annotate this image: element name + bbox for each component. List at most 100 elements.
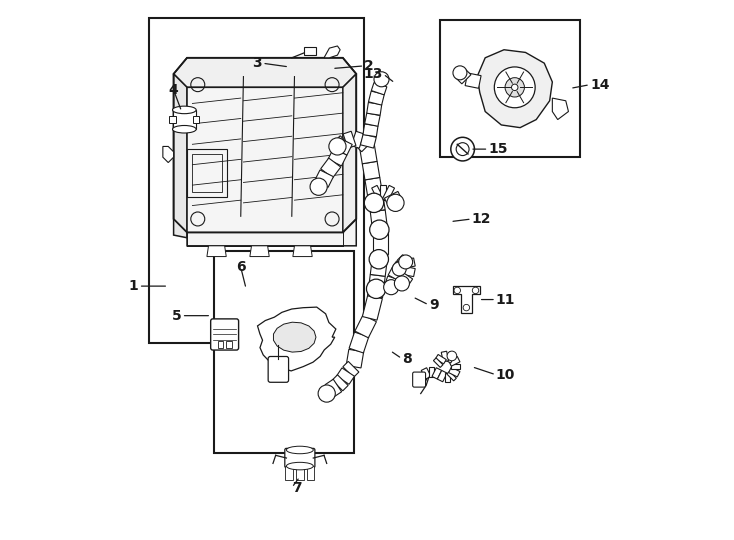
Circle shape [384, 280, 399, 295]
Circle shape [447, 351, 457, 361]
Polygon shape [367, 103, 382, 115]
Polygon shape [388, 267, 404, 281]
Circle shape [472, 287, 479, 294]
Polygon shape [328, 148, 347, 166]
Polygon shape [416, 373, 428, 382]
Bar [296, 466, 304, 480]
Bar [440, 20, 581, 157]
Text: 15: 15 [488, 142, 508, 156]
Polygon shape [457, 69, 471, 84]
Bar [226, 341, 232, 348]
Polygon shape [365, 178, 382, 196]
Text: 13: 13 [364, 67, 383, 81]
Polygon shape [163, 146, 174, 163]
Polygon shape [343, 361, 359, 377]
Polygon shape [335, 136, 351, 152]
Circle shape [392, 262, 406, 276]
Polygon shape [363, 161, 379, 180]
Polygon shape [477, 50, 553, 127]
Polygon shape [448, 356, 460, 366]
Bar [214, 251, 354, 453]
Polygon shape [207, 246, 226, 256]
Polygon shape [337, 368, 355, 384]
Bar [187, 149, 228, 198]
Text: 1: 1 [129, 279, 139, 293]
Circle shape [364, 193, 384, 213]
Bar [307, 466, 314, 480]
Circle shape [366, 279, 386, 299]
Circle shape [512, 84, 518, 91]
Polygon shape [315, 170, 333, 187]
Polygon shape [433, 358, 443, 367]
Polygon shape [343, 131, 356, 148]
Polygon shape [368, 91, 385, 105]
Polygon shape [360, 134, 377, 148]
Polygon shape [451, 364, 460, 369]
Polygon shape [429, 367, 434, 377]
Circle shape [463, 305, 470, 311]
Polygon shape [421, 368, 431, 379]
Polygon shape [437, 370, 447, 382]
Polygon shape [432, 368, 442, 379]
Polygon shape [356, 136, 372, 152]
Text: 6: 6 [236, 260, 246, 274]
Polygon shape [371, 83, 387, 95]
Polygon shape [445, 373, 450, 382]
Ellipse shape [172, 106, 196, 113]
Bar [192, 154, 222, 192]
Polygon shape [321, 158, 341, 178]
Polygon shape [441, 351, 448, 362]
Polygon shape [553, 98, 568, 119]
Circle shape [394, 276, 410, 291]
Polygon shape [370, 253, 388, 276]
Polygon shape [380, 185, 386, 200]
Polygon shape [435, 354, 446, 364]
Polygon shape [447, 372, 457, 381]
Ellipse shape [286, 462, 313, 470]
Polygon shape [393, 261, 407, 274]
Text: 3: 3 [252, 56, 262, 70]
Polygon shape [333, 138, 352, 155]
Polygon shape [258, 307, 336, 371]
Bar [218, 341, 223, 348]
Polygon shape [448, 367, 460, 377]
Text: 8: 8 [402, 352, 412, 366]
Polygon shape [373, 232, 388, 254]
Circle shape [456, 143, 469, 156]
Bar [193, 116, 200, 123]
Bar [170, 116, 175, 123]
Circle shape [318, 385, 335, 402]
Polygon shape [368, 274, 385, 298]
Circle shape [451, 137, 474, 161]
Text: 10: 10 [496, 368, 515, 382]
Polygon shape [351, 131, 364, 148]
Text: 2: 2 [364, 59, 374, 73]
Text: 7: 7 [292, 481, 302, 495]
Text: 12: 12 [472, 212, 491, 226]
Polygon shape [453, 286, 480, 313]
Text: 5: 5 [172, 309, 181, 323]
Bar [172, 110, 196, 129]
Polygon shape [371, 185, 384, 201]
Polygon shape [363, 124, 378, 137]
Polygon shape [274, 322, 316, 352]
Polygon shape [385, 191, 401, 204]
Polygon shape [349, 332, 368, 353]
Polygon shape [385, 276, 400, 288]
Circle shape [310, 178, 327, 195]
FancyBboxPatch shape [211, 319, 239, 350]
Circle shape [370, 220, 389, 239]
Polygon shape [370, 210, 388, 233]
Polygon shape [343, 74, 356, 232]
Bar [304, 47, 316, 55]
Text: 9: 9 [429, 298, 438, 312]
Polygon shape [174, 58, 356, 87]
Circle shape [494, 67, 535, 108]
Polygon shape [187, 87, 356, 246]
Circle shape [369, 249, 388, 269]
Polygon shape [363, 295, 382, 320]
Circle shape [454, 287, 460, 294]
Circle shape [329, 138, 346, 155]
Polygon shape [250, 246, 269, 256]
FancyBboxPatch shape [413, 372, 426, 387]
